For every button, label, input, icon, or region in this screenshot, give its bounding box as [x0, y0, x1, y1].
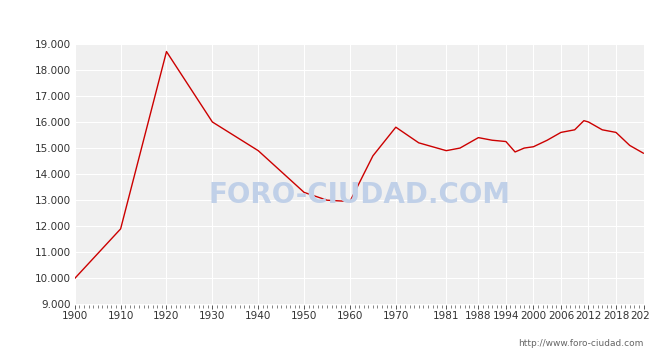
Text: FORO-CIUDAD.COM: FORO-CIUDAD.COM: [208, 181, 510, 209]
Text: http://www.foro-ciudad.com: http://www.foro-ciudad.com: [518, 339, 644, 348]
Text: La Carolina (Municipio) - Evolucion del numero de Habitantes: La Carolina (Municipio) - Evolucion del …: [101, 13, 549, 28]
